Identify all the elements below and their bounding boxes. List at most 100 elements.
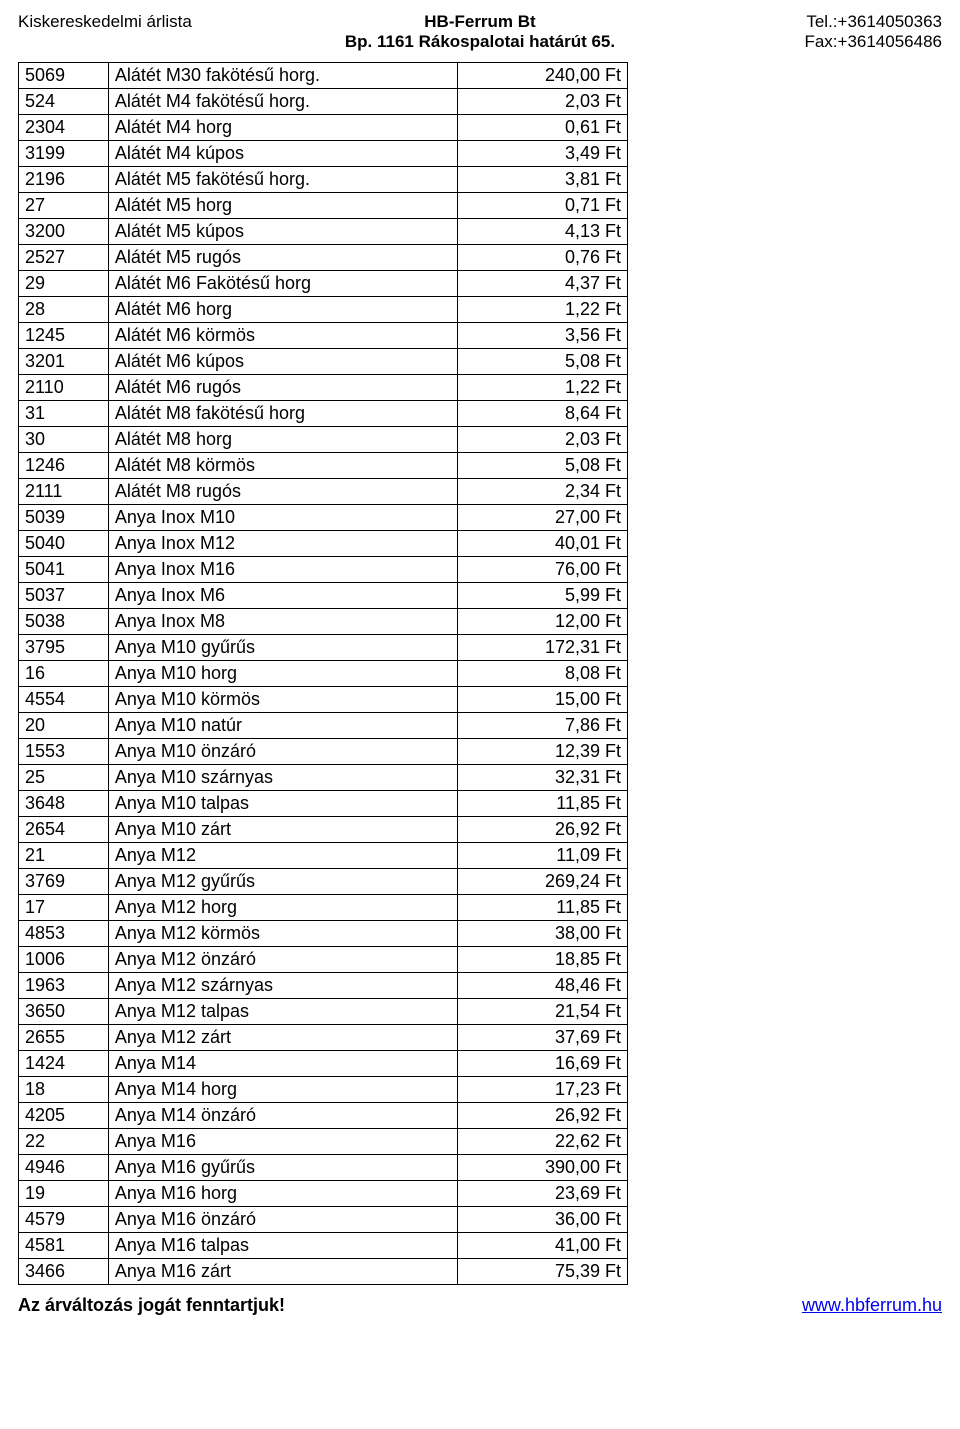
table-row: 19Anya M16 horg23,69 Ft: [19, 1181, 628, 1207]
table-row: 5038Anya Inox M812,00 Ft: [19, 609, 628, 635]
cell-price: 7,86 Ft: [458, 713, 628, 739]
cell-desc: Alátét M30 fakötésű horg.: [108, 63, 457, 89]
cell-code: 4581: [19, 1233, 109, 1259]
table-row: 3650Anya M12 talpas21,54 Ft: [19, 999, 628, 1025]
cell-price: 2,03 Ft: [458, 427, 628, 453]
cell-price: 23,69 Ft: [458, 1181, 628, 1207]
table-row: 25Anya M10 szárnyas32,31 Ft: [19, 765, 628, 791]
cell-code: 17: [19, 895, 109, 921]
company-name: HB-Ferrum Bt: [307, 12, 654, 32]
cell-desc: Alátét M6 körmös: [108, 323, 457, 349]
cell-price: 3,81 Ft: [458, 167, 628, 193]
cell-price: 2,34 Ft: [458, 479, 628, 505]
cell-price: 37,69 Ft: [458, 1025, 628, 1051]
cell-price: 15,00 Ft: [458, 687, 628, 713]
table-row: 524Alátét M4 fakötésű horg.2,03 Ft: [19, 89, 628, 115]
cell-desc: Anya M12 zárt: [108, 1025, 457, 1051]
cell-code: 22: [19, 1129, 109, 1155]
cell-code: 3795: [19, 635, 109, 661]
table-row: 22Anya M1622,62 Ft: [19, 1129, 628, 1155]
cell-desc: Anya M16 gyűrűs: [108, 1155, 457, 1181]
cell-price: 48,46 Ft: [458, 973, 628, 999]
footer-link[interactable]: www.hbferrum.hu: [802, 1295, 942, 1316]
table-row: 1553Anya M10 önzáró12,39 Ft: [19, 739, 628, 765]
table-row: 4579Anya M16 önzáró36,00 Ft: [19, 1207, 628, 1233]
cell-desc: Anya Inox M12: [108, 531, 457, 557]
cell-code: 1424: [19, 1051, 109, 1077]
cell-desc: Alátét M4 kúpos: [108, 141, 457, 167]
cell-code: 1246: [19, 453, 109, 479]
cell-desc: Alátét M5 kúpos: [108, 219, 457, 245]
table-row: 27Alátét M5 horg0,71 Ft: [19, 193, 628, 219]
cell-price: 27,00 Ft: [458, 505, 628, 531]
cell-price: 172,31 Ft: [458, 635, 628, 661]
cell-code: 27: [19, 193, 109, 219]
cell-price: 11,85 Ft: [458, 791, 628, 817]
table-row: 2196Alátét M5 fakötésű horg.3,81 Ft: [19, 167, 628, 193]
cell-code: 3199: [19, 141, 109, 167]
cell-price: 12,00 Ft: [458, 609, 628, 635]
cell-price: 76,00 Ft: [458, 557, 628, 583]
cell-code: 1006: [19, 947, 109, 973]
cell-price: 5,99 Ft: [458, 583, 628, 609]
table-row: 3199Alátét M4 kúpos3,49 Ft: [19, 141, 628, 167]
cell-price: 3,56 Ft: [458, 323, 628, 349]
table-row: 4853Anya M12 körmös38,00 Ft: [19, 921, 628, 947]
cell-desc: Anya M16 talpas: [108, 1233, 457, 1259]
page-footer: Az árváltozás jogát fenntartjuk! www.hbf…: [18, 1295, 942, 1316]
cell-code: 5041: [19, 557, 109, 583]
cell-code: 2196: [19, 167, 109, 193]
cell-price: 40,01 Ft: [458, 531, 628, 557]
table-row: 2111Alátét M8 rugós2,34 Ft: [19, 479, 628, 505]
table-row: 5041Anya Inox M1676,00 Ft: [19, 557, 628, 583]
cell-code: 4205: [19, 1103, 109, 1129]
table-row: 1245Alátét M6 körmös3,56 Ft: [19, 323, 628, 349]
cell-price: 2,03 Ft: [458, 89, 628, 115]
cell-code: 4946: [19, 1155, 109, 1181]
table-row: 21Anya M1211,09 Ft: [19, 843, 628, 869]
table-row: 2654Anya M10 zárt26,92 Ft: [19, 817, 628, 843]
cell-price: 4,37 Ft: [458, 271, 628, 297]
cell-code: 21: [19, 843, 109, 869]
cell-price: 32,31 Ft: [458, 765, 628, 791]
cell-code: 2527: [19, 245, 109, 271]
table-row: 20Anya M10 natúr7,86 Ft: [19, 713, 628, 739]
cell-price: 269,24 Ft: [458, 869, 628, 895]
cell-desc: Anya M10 körmös: [108, 687, 457, 713]
cell-code: 2655: [19, 1025, 109, 1051]
table-row: 2110Alátét M6 rugós1,22 Ft: [19, 375, 628, 401]
cell-desc: Anya Inox M8: [108, 609, 457, 635]
cell-desc: Anya M14 önzáró: [108, 1103, 457, 1129]
cell-code: 5040: [19, 531, 109, 557]
cell-desc: Alátét M8 rugós: [108, 479, 457, 505]
cell-price: 26,92 Ft: [458, 817, 628, 843]
table-row: 29Alátét M6 Fakötésű horg4,37 Ft: [19, 271, 628, 297]
cell-desc: Anya M10 önzáró: [108, 739, 457, 765]
footer-disclaimer: Az árváltozás jogát fenntartjuk!: [18, 1295, 285, 1316]
table-row: 31Alátét M8 fakötésű horg8,64 Ft: [19, 401, 628, 427]
cell-desc: Anya M10 szárnyas: [108, 765, 457, 791]
cell-desc: Anya M12 szárnyas: [108, 973, 457, 999]
cell-code: 4554: [19, 687, 109, 713]
table-row: 4581Anya M16 talpas41,00 Ft: [19, 1233, 628, 1259]
cell-price: 5,08 Ft: [458, 453, 628, 479]
cell-desc: Anya M12 körmös: [108, 921, 457, 947]
table-row: 18Anya M14 horg17,23 Ft: [19, 1077, 628, 1103]
cell-desc: Alátét M6 horg: [108, 297, 457, 323]
header-left: Kiskereskedelmi árlista: [18, 12, 307, 32]
page-header: Kiskereskedelmi árlista HB-Ferrum Bt Bp.…: [18, 12, 942, 52]
cell-desc: Anya M10 zárt: [108, 817, 457, 843]
cell-desc: Alátét M6 rugós: [108, 375, 457, 401]
cell-price: 0,71 Ft: [458, 193, 628, 219]
cell-code: 2110: [19, 375, 109, 401]
cell-code: 16: [19, 661, 109, 687]
cell-price: 36,00 Ft: [458, 1207, 628, 1233]
cell-desc: Anya M10 talpas: [108, 791, 457, 817]
table-row: 4946Anya M16 gyűrűs390,00 Ft: [19, 1155, 628, 1181]
cell-price: 390,00 Ft: [458, 1155, 628, 1181]
cell-desc: Alátét M4 fakötésű horg.: [108, 89, 457, 115]
cell-desc: Anya Inox M10: [108, 505, 457, 531]
table-row: 5069Alátét M30 fakötésű horg.240,00 Ft: [19, 63, 628, 89]
cell-code: 3201: [19, 349, 109, 375]
cell-code: 31: [19, 401, 109, 427]
